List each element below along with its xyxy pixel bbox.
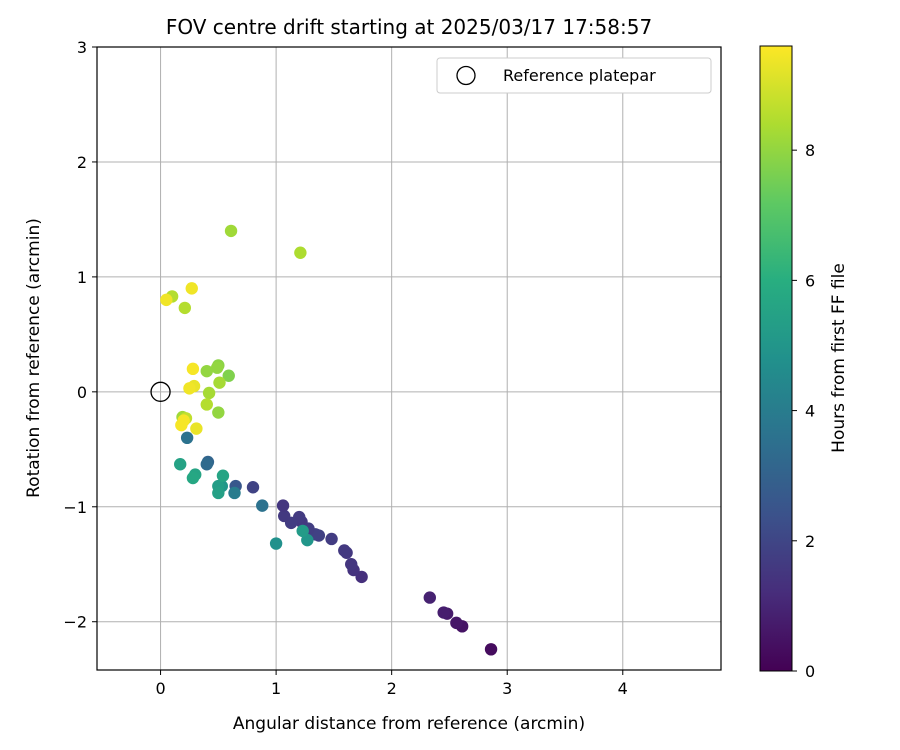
data-point <box>224 224 238 238</box>
data-point <box>222 369 235 382</box>
data-point <box>484 643 498 656</box>
data-point <box>228 486 241 500</box>
y-tick-label: 0 <box>77 383 87 402</box>
y-axis-label: Rotation from reference (arcmin) <box>24 218 44 498</box>
legend-label: Reference platepar <box>503 66 656 85</box>
x-tick-label: 1 <box>271 679 281 698</box>
colorbar-gradient <box>759 45 793 672</box>
legend: Reference platepar <box>436 57 712 94</box>
data-point <box>202 386 216 400</box>
reference-marker-layer <box>150 381 171 402</box>
data-point <box>301 533 314 547</box>
data-point <box>269 537 283 550</box>
data-point <box>423 591 436 604</box>
colorbar-label: Hours from first FF file <box>829 263 849 453</box>
data-point <box>200 364 213 378</box>
data-point <box>213 376 226 389</box>
data-point <box>200 458 213 471</box>
data-point <box>185 282 198 295</box>
x-tick-label: 4 <box>618 679 628 698</box>
data-point <box>437 606 450 619</box>
legend-box <box>436 57 712 94</box>
y-tick-label: 1 <box>77 268 87 287</box>
x-axis-label: Angular distance from reference (arcmin) <box>233 714 585 734</box>
data-point <box>212 406 225 419</box>
x-tick-label: 0 <box>155 679 165 698</box>
grid-lines <box>97 46 721 670</box>
data-point <box>186 362 200 376</box>
colorbar: 0 2 4 6 8 Hours from first FF file <box>759 45 849 681</box>
data-point <box>160 293 173 307</box>
y-tick-label: 2 <box>77 153 87 172</box>
colorbar-tick-label: 4 <box>805 402 815 421</box>
data-point <box>212 486 225 500</box>
data-point <box>174 458 187 471</box>
data-points <box>160 224 498 656</box>
data-point <box>200 398 213 411</box>
x-tick-label: 2 <box>387 679 397 698</box>
data-point <box>186 471 200 485</box>
data-point <box>256 499 269 512</box>
data-point <box>278 509 291 523</box>
data-point <box>190 422 203 435</box>
colorbar-tick-label: 6 <box>805 271 815 290</box>
x-axis-ticks: 0 1 2 3 4 <box>155 670 628 698</box>
data-point <box>180 431 194 445</box>
data-point <box>276 499 290 512</box>
data-point <box>178 301 192 315</box>
data-point <box>325 532 338 546</box>
legend-reference-marker <box>456 65 476 86</box>
x-tick-label: 3 <box>502 679 512 698</box>
data-point <box>450 616 463 630</box>
colorbar-ticks: 0 2 4 6 8 <box>792 141 815 681</box>
reference-platepar-marker <box>150 381 171 402</box>
data-point <box>355 570 368 584</box>
data-point <box>210 361 224 374</box>
colorbar-tick-label: 8 <box>805 141 815 160</box>
y-axis-ticks: −2 −1 0 1 2 3 <box>63 38 97 632</box>
colorbar-tick-label: 0 <box>805 662 815 681</box>
chart-title: FOV centre drift starting at 2025/03/17 … <box>166 15 652 39</box>
data-point <box>338 544 351 557</box>
colorbar-tick-label: 2 <box>805 532 815 551</box>
y-tick-label: −1 <box>63 498 87 517</box>
data-point <box>345 558 358 571</box>
plot-frame <box>96 46 722 671</box>
data-point <box>183 382 196 395</box>
y-tick-label: −2 <box>63 613 87 632</box>
data-point <box>177 414 190 427</box>
data-point <box>294 246 307 259</box>
data-point <box>296 524 309 538</box>
data-point <box>246 481 260 494</box>
data-point <box>216 469 230 482</box>
y-tick-label: 3 <box>77 38 87 57</box>
